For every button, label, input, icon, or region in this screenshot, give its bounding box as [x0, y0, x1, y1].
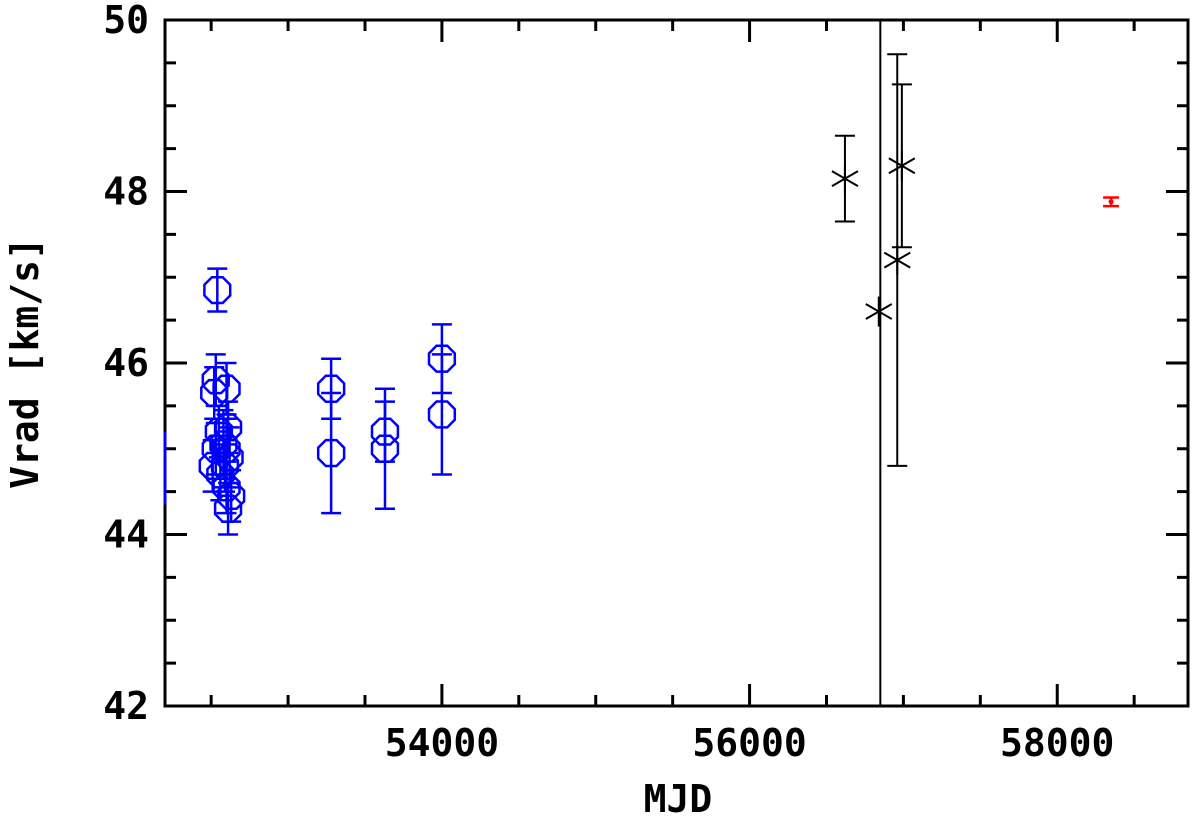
data-point — [209, 408, 238, 481]
data-point — [316, 391, 346, 515]
data-point — [203, 267, 232, 313]
octagon-marker — [213, 494, 243, 523]
octagon-marker — [203, 275, 232, 305]
x-tick-label: 54000 — [385, 721, 499, 765]
y-tick-label: 48 — [103, 170, 149, 214]
asterisk-marker — [831, 170, 859, 188]
y-tick-label: 46 — [103, 341, 149, 385]
y-tick-label: 42 — [103, 684, 149, 728]
data-point — [427, 353, 457, 476]
octagon-marker — [370, 434, 400, 463]
data-point — [888, 83, 916, 249]
octagon-marker — [427, 344, 457, 373]
data-point — [1103, 196, 1120, 208]
octagon-marker — [427, 400, 457, 429]
octagon-marker — [316, 438, 346, 468]
data-point — [883, 53, 911, 467]
dot-marker — [1108, 199, 1114, 205]
y-axis-label: Vrad [km/s] — [3, 237, 47, 489]
octagon-marker — [209, 430, 238, 459]
x-tick-label: 58000 — [1000, 721, 1114, 765]
tick-labels: 42 44 46 48 50 54000 56000 58000 — [103, 0, 1114, 765]
octagon-marker — [216, 481, 246, 511]
octagon-marker — [370, 417, 400, 446]
data-point — [865, 296, 893, 327]
data-point — [370, 387, 400, 511]
x-tick-label: 56000 — [692, 721, 806, 765]
asterisk-marker — [865, 303, 893, 320]
asterisk-marker — [883, 251, 911, 269]
data-points — [163, 53, 1120, 536]
data-point — [213, 481, 243, 536]
asterisk-marker — [888, 157, 916, 175]
y-tick-label: 44 — [103, 513, 149, 557]
octagon-marker — [316, 374, 346, 403]
plot-frame — [163, 18, 1190, 708]
axes — [163, 18, 1190, 708]
y-tick-label: 50 — [103, 0, 149, 42]
data-point — [831, 134, 859, 223]
x-axis-label: MJD — [644, 777, 713, 818]
